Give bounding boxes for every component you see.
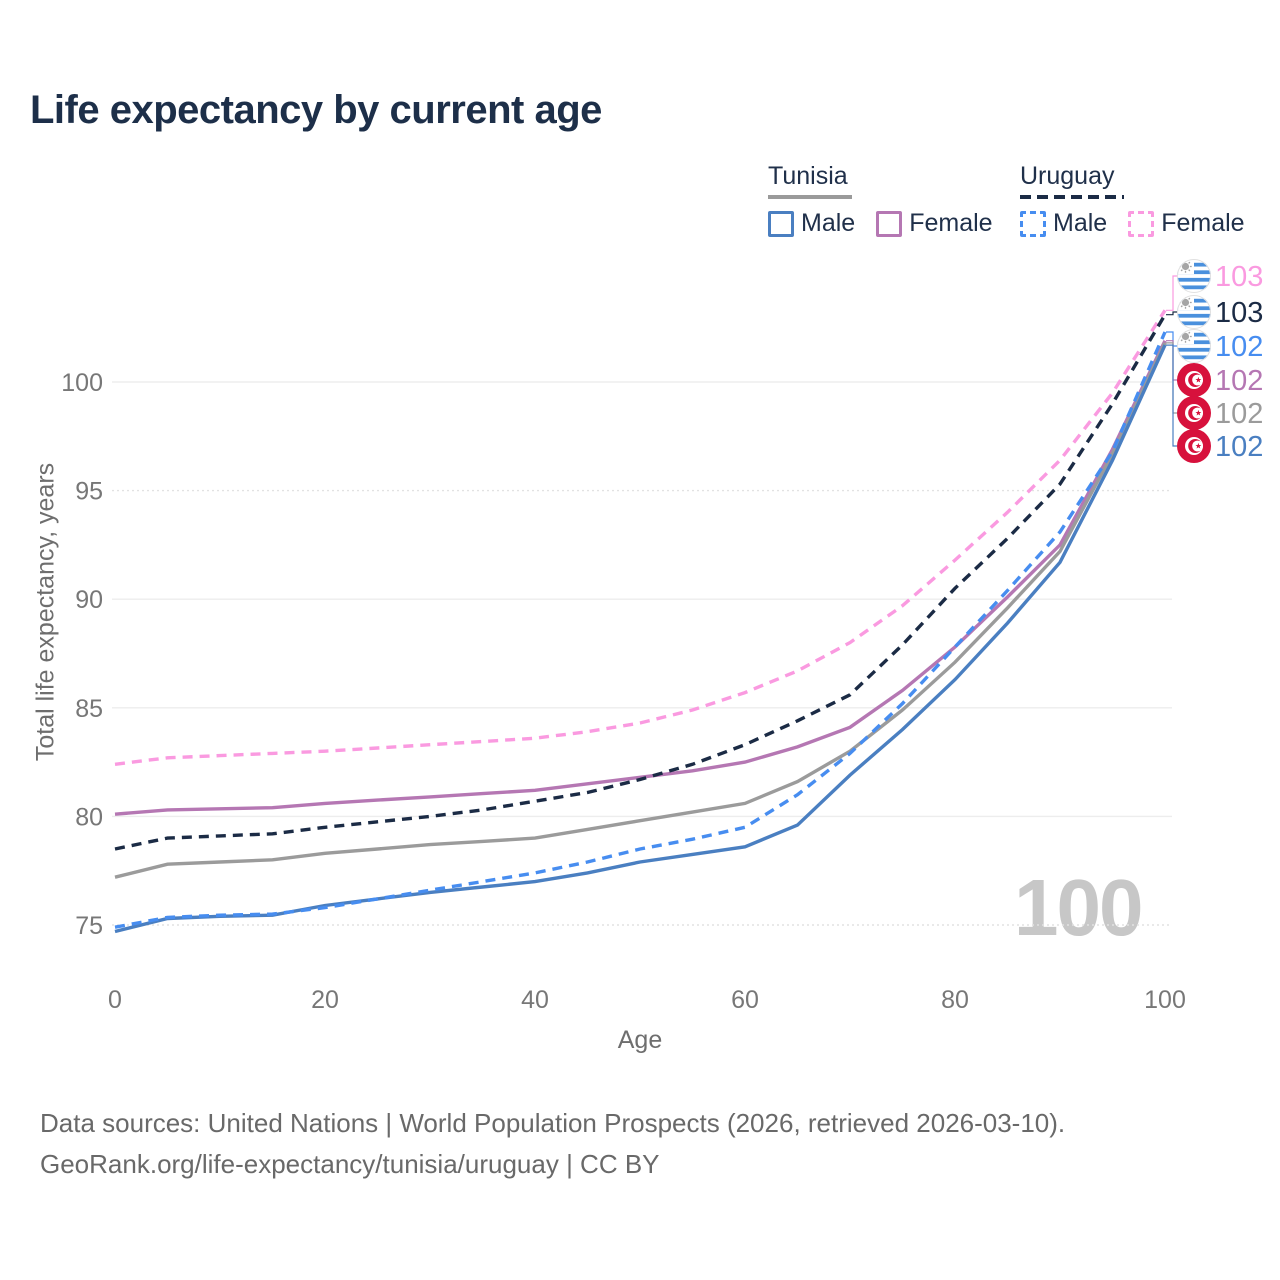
age-watermark: 100: [1014, 863, 1143, 952]
end-label-connector: [1166, 342, 1177, 414]
legend-group-tunisia: Tunisia Male Female: [768, 162, 1020, 238]
legend-item-uruguay-male[interactable]: Male: [1020, 209, 1107, 238]
legend-item-tunisia-female[interactable]: Female: [876, 209, 993, 238]
series-line-uruguay-female[interactable]: [114, 309, 1167, 766]
legend-item-uruguay-female[interactable]: Female: [1128, 209, 1245, 238]
uruguay-flag-icon: [1177, 329, 1211, 363]
end-label-connector: [1166, 275, 1177, 311]
attribution-text: GeoRank.org/life-expectancy/tunisia/urug…: [40, 1149, 660, 1179]
y-tick-label: 85: [75, 695, 103, 723]
end-label-connector: [1166, 331, 1177, 347]
legend-item-label: Female: [909, 209, 993, 237]
uruguay-male-swatch-icon: [1020, 210, 1046, 237]
y-tick-label: 95: [75, 478, 103, 506]
tunisia-flag-icon: [1177, 363, 1211, 397]
x-tick-label: 20: [311, 986, 339, 1014]
uruguay-dashed-line-swatch-icon: [1020, 195, 1124, 199]
end-value-label-tunisia-total[interactable]: 102: [1215, 398, 1263, 430]
end-value-label-uruguay-male[interactable]: 102: [1215, 331, 1263, 363]
legend-country-tunisia[interactable]: Tunisia: [768, 162, 1020, 199]
legend-country-label-tunisia: Tunisia: [768, 162, 848, 190]
legend-country-label-uruguay: Uruguay: [1020, 162, 1115, 190]
end-value-label-uruguay-female[interactable]: 103: [1215, 261, 1263, 293]
x-tick-label: 80: [941, 986, 969, 1014]
y-tick-label: 75: [75, 912, 103, 940]
end-value-label-uruguay-total[interactable]: 103: [1215, 297, 1263, 329]
end-value-label-tunisia-male[interactable]: 102: [1215, 431, 1263, 463]
end-value-label-tunisia-female[interactable]: 102: [1215, 365, 1263, 397]
legend-item-label: Female: [1161, 209, 1245, 237]
uruguay-flag-icon: [1177, 295, 1211, 329]
tunisia-female-swatch-icon: [876, 210, 903, 237]
legend-country-uruguay[interactable]: Uruguay: [1020, 162, 1266, 199]
footer: Data sources: United Nations | World Pop…: [40, 1103, 1065, 1185]
x-tick-label: 100: [1144, 986, 1186, 1014]
tunisia-flag-icon: [1177, 396, 1211, 430]
x-tick-label: 0: [108, 986, 122, 1014]
y-axis-label: Total life expectancy, years: [31, 462, 60, 762]
x-tick-label: 60: [731, 986, 759, 1014]
tunisia-solid-line-swatch-icon: [768, 195, 852, 199]
uruguay-flag-icon: [1177, 259, 1211, 293]
series-line-tunisia-female[interactable]: [114, 339, 1167, 816]
end-label-connector: [1166, 344, 1177, 447]
y-tick-label: 100: [61, 369, 103, 397]
legend: Tunisia Male Female Uruguay: [768, 162, 1266, 238]
x-tick-label: 40: [521, 986, 549, 1014]
chart-title: Life expectancy by current age: [30, 88, 602, 132]
legend-group-uruguay: Uruguay Male Female: [1020, 162, 1266, 238]
y-tick-label: 80: [75, 803, 103, 831]
legend-item-tunisia-male[interactable]: Male: [768, 209, 855, 238]
tunisia-male-swatch-icon: [768, 210, 794, 237]
y-tick-label: 90: [75, 586, 103, 614]
uruguay-female-swatch-icon: [1128, 210, 1155, 237]
tunisia-flag-icon: [1177, 429, 1211, 463]
end-label-connector: [1166, 311, 1177, 316]
legend-item-label: Male: [1053, 209, 1108, 237]
series-line-uruguay-total[interactable]: [114, 313, 1167, 851]
data-sources-text: Data sources: United Nations | World Pop…: [40, 1108, 1066, 1138]
series-line-uruguay-male[interactable]: [114, 331, 1167, 929]
series-line-tunisia-total[interactable]: [114, 342, 1167, 879]
legend-item-label: Male: [801, 209, 856, 237]
series-line-tunisia-male[interactable]: [114, 344, 1167, 934]
x-axis-label: Age: [617, 1026, 663, 1054]
